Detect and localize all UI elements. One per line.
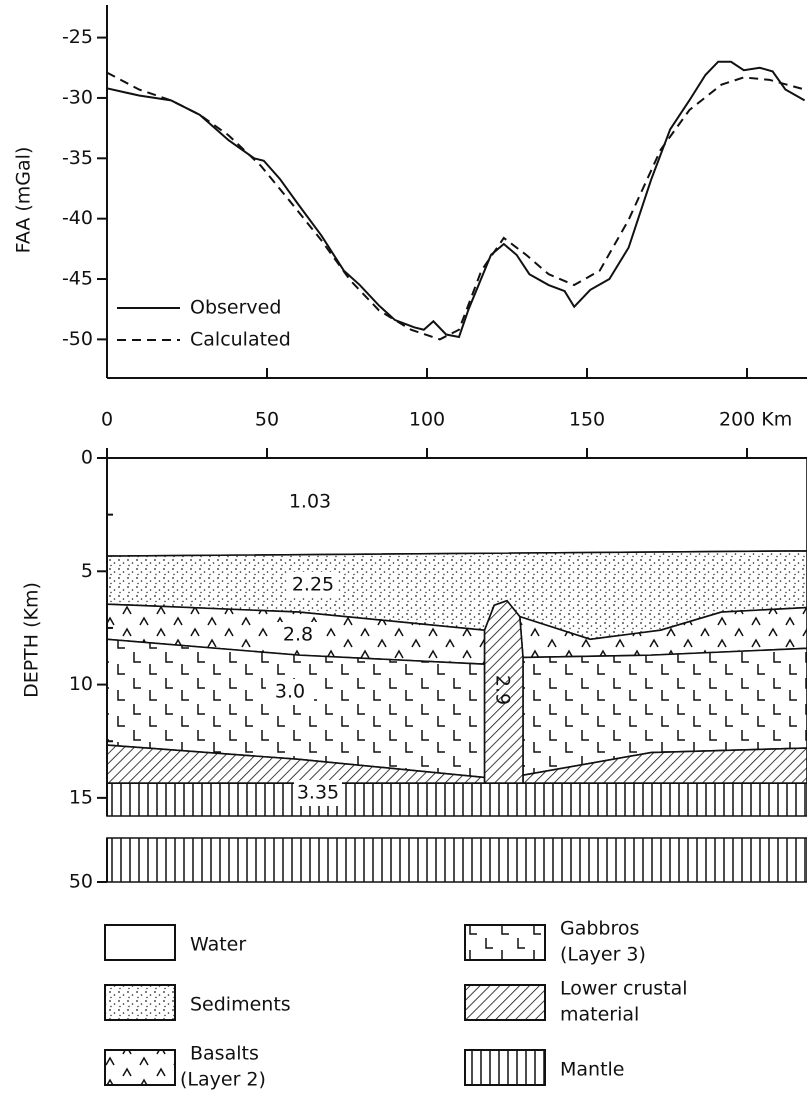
- x-tick-label: 200 Km: [719, 409, 792, 431]
- y-tick-label: -45: [62, 268, 93, 290]
- legend-label: Mantle: [560, 1059, 625, 1081]
- y-tick-label: 15: [69, 786, 93, 808]
- legend-label: Observed: [190, 297, 281, 319]
- legend-swatch: [104, 924, 176, 961]
- legend-swatch: [104, 984, 176, 1021]
- legend-swatch: [464, 924, 546, 961]
- y-tick-label: 0: [81, 447, 93, 469]
- label-background: [294, 780, 342, 806]
- layer: [106, 782, 807, 817]
- legend-label: Water: [190, 934, 246, 956]
- x-tick-label: 50: [255, 409, 279, 431]
- label-background: [266, 679, 314, 705]
- legend-swatch: [104, 1049, 176, 1086]
- label-background: [289, 572, 337, 598]
- legend-label: (Layer 2): [180, 1069, 266, 1091]
- x-tick-label: 0: [101, 409, 113, 431]
- legend-label: Gabbros: [560, 918, 639, 940]
- y-axis-label: FAA (mGal): [13, 147, 35, 254]
- y-tick-label: 50: [69, 871, 93, 893]
- legend-label: Lower crustal: [560, 978, 688, 1000]
- layer-label: 2.9: [492, 675, 514, 705]
- y-tick-label: -50: [62, 328, 93, 350]
- legend-label: Basalts: [190, 1043, 259, 1065]
- data-line: [106, 60, 806, 339]
- legend-label: material: [560, 1004, 639, 1026]
- label-background: [274, 622, 322, 648]
- x-tick-label: 150: [569, 409, 605, 431]
- y-tick-label: 5: [81, 560, 93, 582]
- layer: [106, 837, 807, 883]
- y-axis-label: DEPTH (Km): [21, 582, 43, 698]
- y-tick-label: 10: [69, 673, 93, 695]
- legend-label: (Layer 3): [560, 944, 646, 966]
- legend-swatch: [464, 984, 546, 1021]
- legend-swatch: [464, 1049, 546, 1086]
- layer: [106, 457, 807, 557]
- legend-label: Sediments: [190, 994, 291, 1016]
- layer-label: 3.0: [275, 681, 305, 703]
- y-tick-label: -40: [62, 207, 93, 229]
- layer-label: 2.25: [292, 574, 334, 596]
- x-tick-label: 100: [409, 409, 445, 431]
- y-tick-label: -30: [62, 86, 93, 108]
- layer-label: 2.8: [283, 624, 313, 646]
- layer-label: 3.35: [297, 782, 339, 804]
- y-tick-label: -25: [62, 26, 93, 48]
- y-tick-label: -35: [62, 147, 93, 169]
- legend-label: Calculated: [190, 329, 291, 351]
- layer-label: 1.03: [289, 491, 331, 513]
